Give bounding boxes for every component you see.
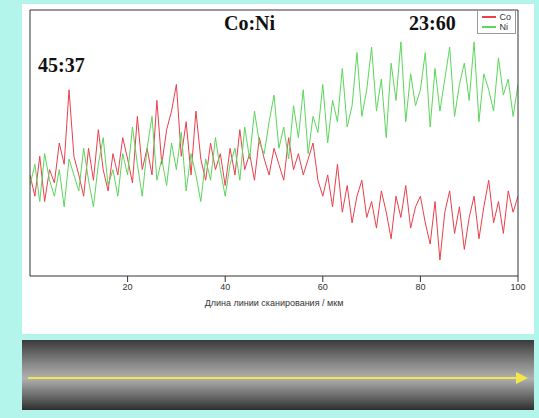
svg-text:100: 100 xyxy=(510,282,525,292)
html-text:Co:Ni: Co:Ni xyxy=(224,12,276,34)
html-text:45:37: 45:37 xyxy=(38,54,85,76)
html-text:23:60: 23:60 xyxy=(409,12,456,34)
svg-text:80: 80 xyxy=(415,282,425,292)
svg-text:20: 20 xyxy=(123,282,133,292)
svg-text:60: 60 xyxy=(318,282,328,292)
html-text:Ni: Ni xyxy=(499,22,508,32)
svg-text:Длина линии сканирования / мкм: Длина линии сканирования / мкм xyxy=(205,298,344,308)
svg-text:40: 40 xyxy=(220,282,230,292)
html-text:Co: Co xyxy=(499,12,511,22)
